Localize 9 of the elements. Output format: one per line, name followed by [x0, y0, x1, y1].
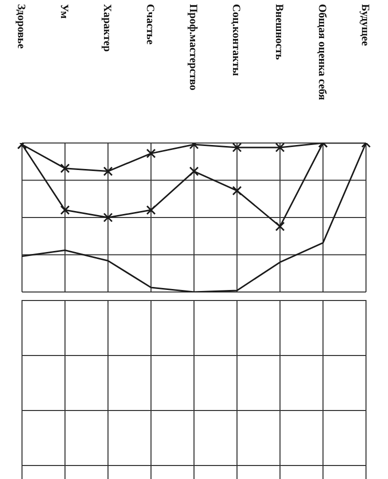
x-tick-label: Внешность [273, 4, 285, 60]
x-tick-label: Общая оценка себя [316, 4, 328, 100]
x-tick-label: Соц.контакты [230, 4, 242, 76]
x-tick-label: Счастье [144, 4, 156, 45]
x-tick-label: Ум [58, 4, 70, 20]
x-tick-label: Будущее [359, 4, 371, 46]
x-tick-label: Здоровье [15, 4, 27, 49]
x-tick-label: Характер [101, 4, 113, 52]
x-tick-label: Проф.мастерство [187, 4, 199, 91]
